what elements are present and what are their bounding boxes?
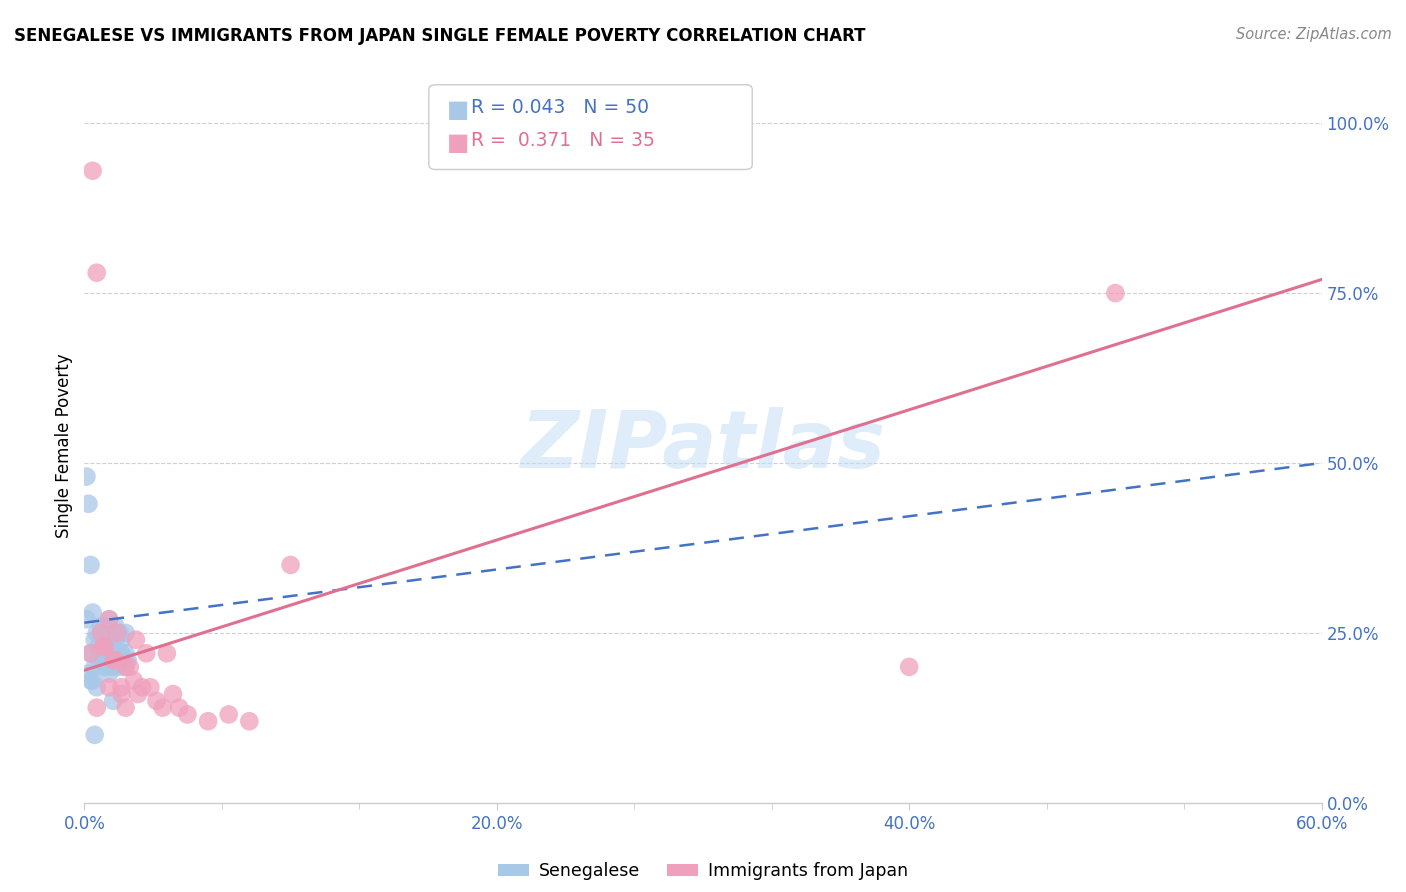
Point [96, 632, 118, 647]
Point [82, 606, 104, 620]
Point [77, 497, 100, 511]
Point [98, 680, 121, 694]
Point [108, 626, 131, 640]
Point [79, 673, 101, 688]
Point [98, 666, 121, 681]
Point [90, 619, 112, 633]
Point [87, 653, 110, 667]
Point [90, 626, 112, 640]
Point [218, 707, 240, 722]
Point [96, 646, 118, 660]
Point [145, 694, 167, 708]
Point [152, 700, 174, 714]
Point [79, 646, 101, 660]
Point [94, 660, 117, 674]
Point [104, 632, 127, 647]
Point [86, 266, 108, 280]
Point [197, 714, 219, 729]
Point [86, 626, 108, 640]
Point [114, 660, 136, 674]
Point [79, 558, 101, 572]
Point [162, 687, 184, 701]
Point [100, 626, 122, 640]
Point [114, 626, 136, 640]
Point [114, 646, 136, 660]
Point [114, 700, 136, 714]
Point [91, 640, 114, 654]
Point [103, 646, 125, 660]
Point [94, 619, 117, 633]
Point [103, 640, 125, 654]
Point [94, 660, 117, 674]
Point [127, 687, 149, 701]
Point [110, 680, 132, 694]
Text: ■: ■ [447, 131, 470, 155]
Point [118, 660, 141, 674]
Point [105, 646, 128, 660]
Point [79, 646, 101, 660]
Point [90, 646, 112, 660]
Point [94, 640, 117, 654]
Point [91, 646, 114, 660]
Point [83, 660, 105, 674]
Point [280, 558, 302, 572]
Point [122, 673, 145, 688]
Text: SENEGALESE VS IMMIGRANTS FROM JAPAN SINGLE FEMALE POVERTY CORRELATION CHART: SENEGALESE VS IMMIGRANTS FROM JAPAN SING… [14, 27, 866, 45]
Point [98, 653, 121, 667]
Point [898, 660, 921, 674]
Point [110, 646, 132, 660]
Point [91, 653, 114, 667]
Point [100, 646, 122, 660]
Text: R =  0.371   N = 35: R = 0.371 N = 35 [471, 131, 655, 150]
Point [82, 673, 104, 688]
Point [104, 653, 127, 667]
Point [105, 660, 128, 674]
Point [139, 680, 162, 694]
Text: R = 0.043   N = 50: R = 0.043 N = 50 [471, 98, 650, 117]
Point [131, 680, 153, 694]
Point [94, 626, 117, 640]
Text: Source: ZipAtlas.com: Source: ZipAtlas.com [1236, 27, 1392, 42]
Point [112, 660, 135, 674]
Point [103, 694, 125, 708]
Point [110, 687, 132, 701]
Point [110, 632, 132, 647]
Point [100, 660, 122, 674]
Text: ■: ■ [447, 98, 470, 122]
Point [103, 653, 125, 667]
Point [103, 653, 125, 667]
Point [176, 707, 198, 722]
Point [82, 163, 104, 178]
Point [1104, 286, 1126, 301]
Point [87, 640, 110, 654]
Point [75, 612, 97, 626]
Point [77, 666, 100, 681]
Point [98, 640, 121, 654]
Point [105, 626, 128, 640]
Point [98, 612, 121, 626]
Text: ZIPatlas: ZIPatlas [520, 407, 886, 485]
Point [75, 469, 97, 483]
Point [167, 700, 190, 714]
Legend: Senegalese, Immigrants from Japan: Senegalese, Immigrants from Japan [491, 855, 915, 887]
Point [238, 714, 260, 729]
Point [117, 653, 139, 667]
Point [90, 646, 112, 660]
Point [83, 632, 105, 647]
Point [156, 646, 179, 660]
Point [125, 632, 148, 647]
Point [112, 653, 135, 667]
Point [135, 646, 157, 660]
Point [86, 700, 108, 714]
Point [98, 612, 121, 626]
Point [86, 680, 108, 694]
Point [104, 619, 127, 633]
Point [83, 728, 105, 742]
Y-axis label: Single Female Poverty: Single Female Poverty [55, 354, 73, 538]
